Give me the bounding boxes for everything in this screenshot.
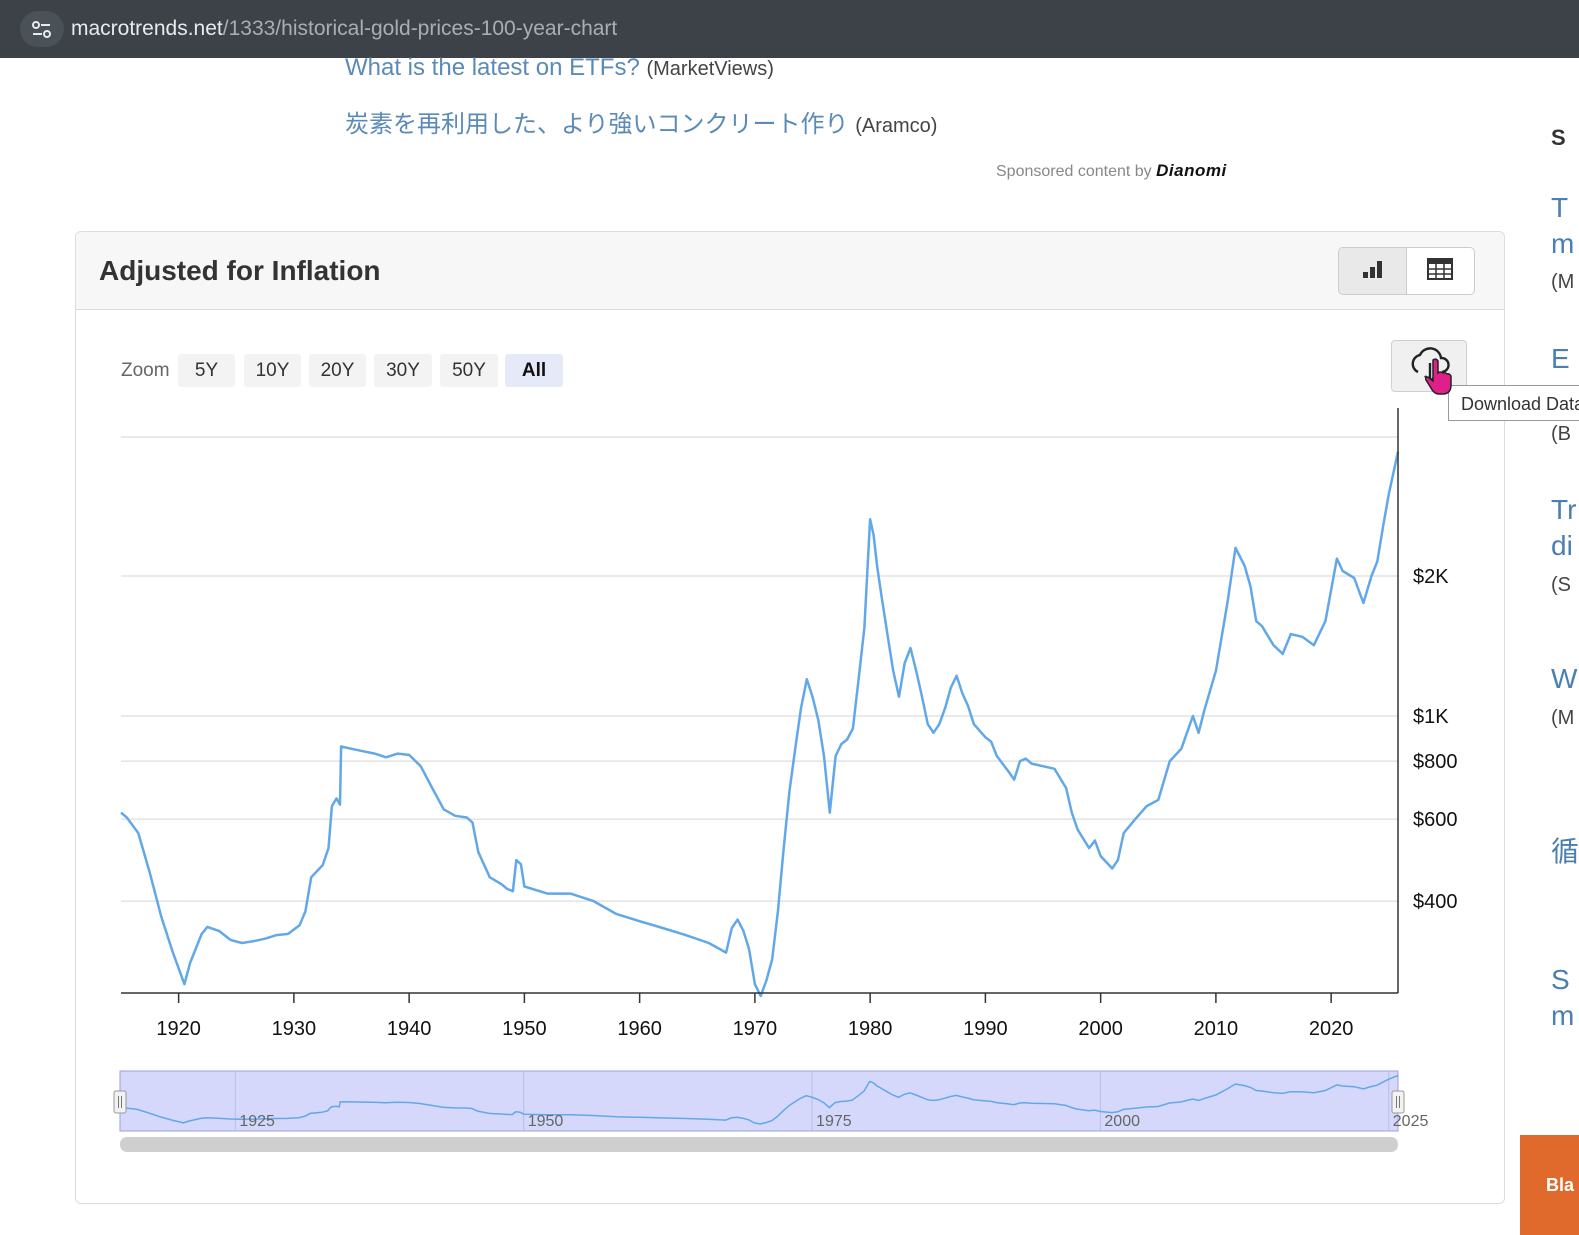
download-tooltip: Download Data [1448, 385, 1579, 421]
navigator-year-label: 2025 [1393, 1113, 1429, 1130]
navigator-year-label: 2000 [1104, 1113, 1140, 1130]
x-tick-label: 1920 [156, 1018, 201, 1040]
x-tick-label: 1930 [272, 1018, 317, 1040]
navigator-scrollbar[interactable] [120, 1137, 1398, 1152]
sidebar-source-fragment: (S [1551, 574, 1571, 596]
sponsored-link-1[interactable]: What is the latest on ETFs? (MarketViews… [345, 54, 774, 82]
sidebar-source-fragment: (M [1551, 271, 1575, 293]
x-tick-label: 2000 [1078, 1018, 1123, 1040]
sidebar-source-fragment: (M [1551, 707, 1575, 729]
navigator-series-line [119, 1074, 1399, 1125]
sponsored-by-label: Sponsored content by [996, 163, 1152, 180]
navigator-selection[interactable] [119, 1070, 1399, 1132]
chart-title: Adjusted for Inflation [99, 255, 381, 286]
chart-card-header: Adjusted for Inflation [76, 232, 1504, 310]
y-tick-label: $2K [1413, 566, 1449, 588]
sidebar-link-fragment[interactable]: Tr [1551, 494, 1577, 525]
range-navigator[interactable]: 1925 1950 1975 2000 2025 [113, 1070, 1429, 1152]
zoom-10y-button[interactable]: 10Y [244, 354, 301, 387]
navigator-left-handle[interactable] [113, 1090, 127, 1114]
dianomi-logo[interactable]: Dianomi [1156, 161, 1227, 180]
navigator-year-label: 1950 [528, 1113, 564, 1130]
y-tick-label: $800 [1413, 751, 1458, 773]
browser-address-bar[interactable]: macrotrends.net/1333/historical-gold-pri… [0, 0, 1579, 58]
sponsored-title[interactable]: What is the latest on ETFs? [345, 54, 640, 81]
sidebar-link-fragment[interactable]: di [1551, 530, 1573, 561]
sidebar-link-fragment[interactable]: m [1551, 228, 1575, 259]
zoom-20y-button[interactable]: 20Y [309, 354, 366, 387]
sidebar-source-fragment: (B [1551, 423, 1571, 445]
url-domain: macrotrends.net [71, 17, 223, 40]
y-tick-label: $600 [1413, 809, 1458, 831]
view-toggle [1338, 247, 1475, 295]
x-tick-label: 2020 [1309, 1018, 1354, 1040]
x-tick-label: 1960 [617, 1018, 662, 1040]
x-tick-label: 2010 [1194, 1018, 1239, 1040]
zoom-label: Zoom [121, 360, 170, 381]
sponsored-source: (MarketViews) [646, 58, 774, 80]
sidebar-heading-fragment: S [1551, 125, 1566, 150]
sidebar-link-fragment[interactable]: E [1551, 343, 1570, 374]
chart-card: Adjusted for Inflation [75, 231, 1505, 1204]
sidebar-link-fragment[interactable]: m [1551, 1000, 1575, 1031]
x-tick-label: 1990 [963, 1018, 1008, 1040]
y-tick-label: $400 [1413, 891, 1458, 913]
sidebar-link-fragment[interactable]: W [1551, 663, 1578, 694]
table-view-button[interactable] [1407, 248, 1475, 294]
table-icon [1427, 257, 1454, 285]
sidebar-ad-banner[interactable]: Bla [1520, 1135, 1579, 1235]
x-tick-label: 1940 [387, 1018, 432, 1040]
navigator-year-label: 1925 [239, 1113, 275, 1130]
zoom-50y-button[interactable]: 50Y [440, 354, 498, 387]
navigator-year-label: 1975 [816, 1113, 852, 1130]
sponsored-source: (Aramco) [855, 115, 938, 137]
x-tick-label: 1970 [733, 1018, 778, 1040]
sponsored-link-2[interactable]: 炭素を再利用した、より強いコンクリート作り (Aramco) [345, 104, 937, 139]
url-path: /1333/historical-gold-prices-100-year-ch… [222, 17, 618, 40]
navigator-right-handle[interactable] [1391, 1090, 1405, 1114]
x-tick-label: 1980 [848, 1018, 893, 1040]
sidebar-link-fragment[interactable]: S [1551, 964, 1570, 995]
url-text[interactable]: macrotrends.net/1333/historical-gold-pri… [71, 17, 617, 41]
sponsored-title[interactable]: 炭素を再利用した、より強いコンクリート作り [345, 111, 849, 138]
x-tick-label: 1950 [502, 1018, 547, 1040]
chart-view-button[interactable] [1339, 248, 1407, 294]
sidebar-link-fragment[interactable]: 循 [1551, 836, 1579, 867]
zoom-5y-button[interactable]: 5Y [178, 354, 235, 387]
sidebar-link-fragment[interactable]: T [1551, 192, 1569, 223]
sponsored-by: Sponsored content by Dianomi [996, 161, 1227, 181]
site-settings-icon[interactable] [20, 11, 64, 47]
bar-chart-icon [1361, 259, 1383, 284]
y-tick-label: $1K [1413, 706, 1449, 728]
zoom-30y-button[interactable]: 30Y [374, 354, 432, 387]
price-series-line [120, 451, 1400, 998]
zoom-all-button[interactable]: All [505, 354, 563, 387]
hand-cursor-icon [1425, 358, 1452, 395]
